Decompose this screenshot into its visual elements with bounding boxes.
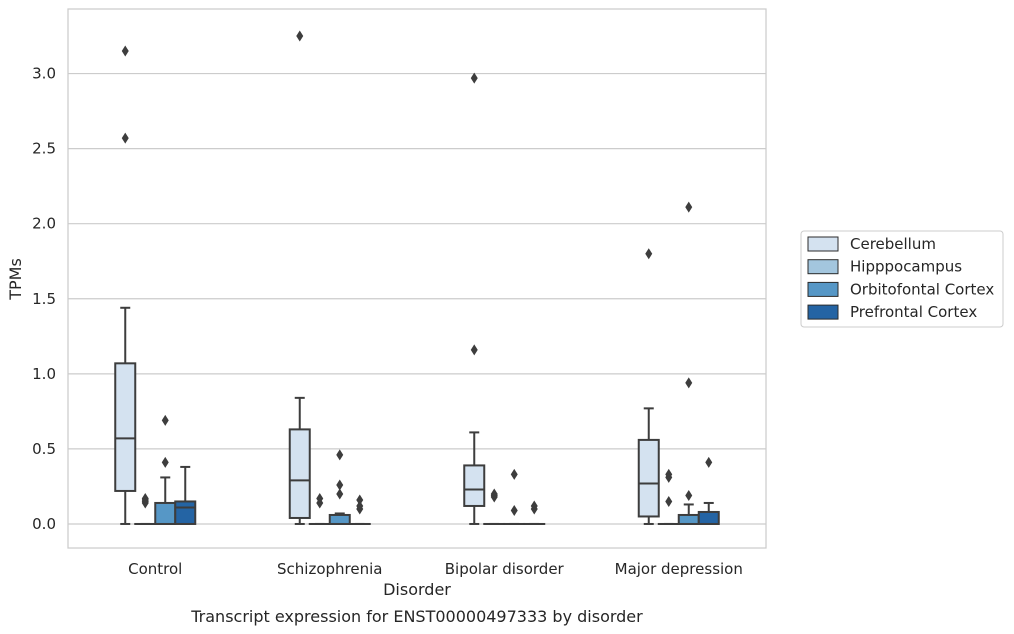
box-prefrontal-cortex bbox=[174, 465, 197, 525]
legend-swatch bbox=[807, 281, 839, 297]
outlier-point bbox=[665, 495, 673, 507]
outlier-point bbox=[490, 488, 498, 500]
iqr-box bbox=[697, 510, 720, 525]
iqr-box bbox=[114, 362, 137, 492]
y-axis-title: TPMs bbox=[6, 258, 25, 301]
outlier-point bbox=[665, 468, 673, 480]
legend-label: Prefrontal Cortex bbox=[850, 303, 977, 321]
x-tick-label: Control bbox=[128, 560, 182, 578]
y-tick-label: 0.5 bbox=[32, 440, 56, 458]
y-tick-label: 0.0 bbox=[32, 515, 56, 533]
box-hipppocampus bbox=[483, 488, 506, 525]
box-cerebellum bbox=[114, 45, 137, 525]
box-prefrontal-cortex bbox=[697, 456, 720, 525]
outlier-point bbox=[356, 494, 364, 506]
box-hipppocampus bbox=[134, 492, 157, 525]
box-prefrontal-cortex bbox=[348, 494, 371, 525]
outlier-point bbox=[121, 132, 129, 144]
legend-label: Hipppocampus bbox=[850, 258, 962, 276]
y-tick-label: 2.5 bbox=[32, 140, 56, 158]
outlier-point bbox=[316, 492, 324, 504]
box-orbitofontal-cortex bbox=[154, 414, 177, 525]
box-hipppocampus bbox=[308, 492, 331, 525]
legend-frame bbox=[800, 230, 1004, 328]
box-hipppocampus bbox=[657, 468, 680, 525]
outlier-point bbox=[530, 500, 538, 512]
x-tick-label: Schizophrenia bbox=[277, 560, 382, 578]
outlier-point bbox=[705, 456, 713, 468]
legend: Cerebellum Hipppocampus Orbitofontal Corte… bbox=[800, 230, 1004, 328]
outlier-point bbox=[470, 344, 478, 356]
x-tick-labels: Control Schizophrenia Bipolar disorder Majo… bbox=[128, 560, 743, 578]
outlier-point bbox=[161, 456, 169, 468]
legend-swatch bbox=[807, 304, 839, 320]
iqr-box bbox=[154, 501, 177, 525]
x-axis-title: Disorder bbox=[383, 580, 451, 599]
box-orbitofontal-cortex bbox=[503, 468, 526, 525]
box-prefrontal-cortex bbox=[523, 500, 546, 525]
outlier-point bbox=[296, 30, 304, 42]
y-tick-label: 2.0 bbox=[32, 215, 56, 233]
outlier-point bbox=[685, 377, 693, 389]
y-tick-label: 1.0 bbox=[32, 365, 56, 383]
outlier-point bbox=[336, 449, 344, 461]
legend-swatch bbox=[807, 259, 839, 275]
outlier-point bbox=[510, 504, 518, 516]
box-plot-series bbox=[114, 30, 720, 525]
y-tick-labels: 0.0 0.5 1.0 1.5 2.0 2.5 3.0 bbox=[32, 65, 56, 533]
outlier-point bbox=[510, 468, 518, 480]
box-orbitofontal-cortex bbox=[328, 449, 351, 525]
iqr-box bbox=[328, 513, 351, 525]
outlier-point bbox=[336, 479, 344, 491]
x-tick-label: Major depression bbox=[615, 560, 743, 578]
iqr-box bbox=[288, 428, 311, 519]
outlier-point bbox=[470, 72, 478, 84]
iqr-box bbox=[174, 500, 197, 525]
outlier-point bbox=[121, 45, 129, 57]
y-tick-label: 3.0 bbox=[32, 65, 56, 83]
x-tick-label: Bipolar disorder bbox=[445, 560, 565, 578]
chart-caption: Transcript expression for ENST0000049733… bbox=[190, 607, 643, 626]
iqr-box bbox=[677, 513, 700, 525]
outlier-point bbox=[685, 201, 693, 213]
legend-swatch bbox=[807, 236, 839, 252]
outlier-point bbox=[161, 414, 169, 426]
legend-label: Cerebellum bbox=[850, 235, 936, 253]
outlier-point bbox=[685, 489, 693, 501]
y-tick-label: 1.5 bbox=[32, 290, 56, 308]
grid-lines bbox=[68, 72, 766, 525]
outlier-point bbox=[356, 500, 364, 512]
box-cerebellum bbox=[288, 30, 311, 525]
outlier-point bbox=[336, 488, 344, 500]
plot-frame bbox=[67, 8, 767, 549]
outlier-point bbox=[645, 248, 653, 260]
legend-label: Orbitofontal Cortex bbox=[850, 280, 994, 298]
box-cerebellum bbox=[637, 248, 660, 525]
box-orbitofontal-cortex bbox=[677, 201, 700, 525]
outlier-point bbox=[141, 492, 149, 504]
box-cerebellum bbox=[463, 72, 486, 525]
iqr-box bbox=[463, 464, 486, 507]
iqr-box bbox=[637, 438, 660, 518]
